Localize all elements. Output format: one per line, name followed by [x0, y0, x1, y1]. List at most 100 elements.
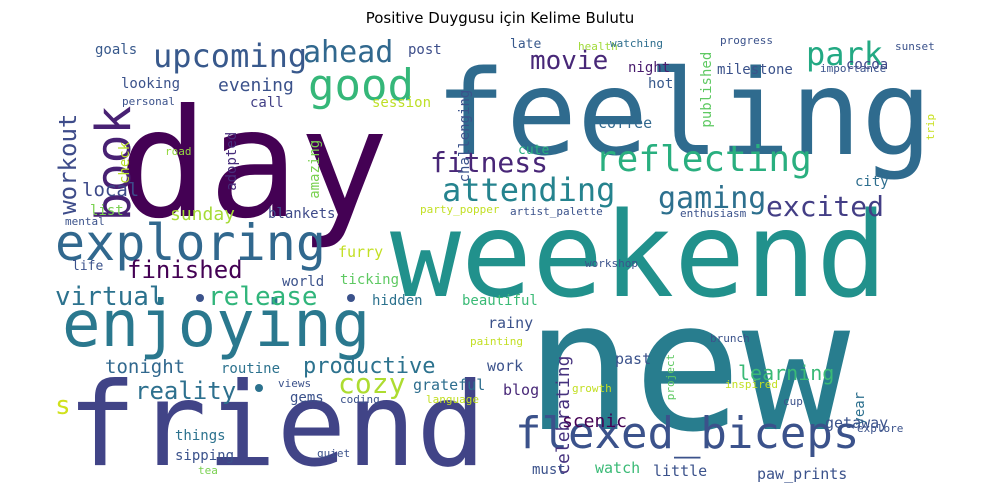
- dot-mark: [347, 294, 355, 302]
- word-exploring: exploring: [55, 214, 326, 272]
- word-upcoming: upcoming: [153, 38, 308, 75]
- word-world: world: [282, 274, 325, 290]
- word-party-popper: party_popper: [420, 203, 500, 216]
- word-grateful: grateful: [413, 376, 486, 394]
- word-milestone: milestone: [717, 62, 793, 78]
- word-getaway: getaway: [825, 414, 889, 432]
- word-blankets: blankets: [268, 206, 336, 222]
- word-enthusiasm: enthusiasm: [680, 207, 747, 220]
- word-rainy: rainy: [488, 314, 534, 332]
- word-release: release: [208, 282, 318, 312]
- word-call: call: [250, 95, 284, 111]
- word-local: local: [82, 179, 140, 201]
- word-night: night: [628, 60, 671, 76]
- dot-mark: [255, 384, 263, 392]
- word-tonight: tonight: [105, 356, 186, 378]
- word-mental: mental: [65, 215, 105, 228]
- word-sunday: sunday: [170, 204, 236, 225]
- word-painting: painting: [470, 335, 523, 348]
- word-post: post: [408, 42, 442, 58]
- word-progress: progress: [720, 38, 773, 47]
- word-importance: importance: [820, 62, 887, 75]
- word-ticking: ticking: [340, 272, 400, 288]
- word-watching: watching: [610, 38, 663, 50]
- word-enjoying: enjoying: [62, 288, 371, 362]
- word-beautiful: beautiful: [462, 293, 538, 309]
- word-language: language: [426, 393, 479, 406]
- word-watch: watch: [595, 459, 641, 477]
- word-excited: excited: [766, 190, 885, 223]
- word-cozy: cozy: [338, 367, 406, 400]
- word-paw-prints: paw_prints: [757, 465, 848, 483]
- word-personal: personal: [122, 95, 175, 108]
- word-virtual: virtual: [55, 282, 165, 312]
- word-cup: cup: [783, 395, 803, 408]
- word-growth: growth: [572, 382, 612, 395]
- word-explore: explore: [857, 422, 904, 435]
- word-flexed-biceps: flexed_biceps: [515, 408, 860, 459]
- word-check: check: [117, 141, 133, 184]
- word-cocoa: cocoa: [846, 57, 889, 73]
- word-cloud: day feeling weekend new friend enjoying explor…: [50, 38, 950, 488]
- word-session: session: [372, 95, 432, 111]
- word-blog: blog: [503, 381, 540, 399]
- word-reality: reality: [135, 377, 237, 405]
- word-furry: furry: [338, 243, 384, 261]
- word-coding: coding: [340, 393, 380, 406]
- word-productive: productive: [303, 354, 436, 379]
- word-evening: evening: [218, 75, 294, 96]
- word-new: new: [525, 263, 851, 472]
- word-adopted: adopted: [224, 131, 240, 191]
- word-scenic: scenic: [562, 411, 628, 432]
- word-fitness: fitness: [430, 146, 549, 179]
- word-life: life: [72, 259, 104, 274]
- word-routine: routine: [221, 361, 281, 377]
- word-workshop: workshop: [585, 257, 638, 270]
- word-ahead: ahead: [303, 38, 394, 70]
- word-late: late: [510, 38, 542, 52]
- word-sipping: sipping: [175, 448, 235, 464]
- word-amazing: amazing: [307, 139, 323, 199]
- word-trip: trip: [924, 113, 937, 141]
- word-coffee: coffee: [598, 114, 653, 132]
- word-list: list: [90, 203, 124, 219]
- word-good: good: [308, 60, 414, 111]
- word-goals: goals: [95, 42, 138, 58]
- word-hot: hot: [648, 76, 674, 92]
- word-day: day: [118, 78, 389, 252]
- word-project: project: [664, 353, 677, 401]
- word-artist-palette: artist_palette: [510, 205, 603, 218]
- word-published: published: [699, 51, 715, 128]
- word-brunch: brunch: [710, 332, 750, 345]
- word-reflecting: reflecting: [595, 139, 812, 180]
- word-hidden: hidden: [372, 293, 423, 309]
- word-inspired: inspired: [725, 378, 778, 391]
- word-little: little: [653, 462, 708, 480]
- word-workout: workout: [54, 113, 82, 215]
- word-learning: learning: [738, 361, 835, 385]
- word-weekend: weekend: [390, 186, 888, 324]
- word-movie: movie: [530, 46, 609, 76]
- word-work: work: [487, 357, 524, 375]
- word-gaming: gaming: [658, 181, 767, 216]
- word-tea: tea: [198, 464, 218, 477]
- word-s: s: [55, 391, 71, 421]
- word-park: park: [806, 38, 884, 73]
- word-health: health: [578, 40, 618, 53]
- word-quiet: quiet: [317, 447, 351, 460]
- word-cute: cute: [518, 143, 550, 158]
- word-feeling: feeling: [435, 44, 933, 182]
- word-finished: finished: [127, 256, 243, 284]
- word-views: views: [278, 377, 312, 390]
- word-city: city: [855, 174, 889, 190]
- word-gems: gems: [290, 390, 324, 406]
- chart-title: Positive Duygusu için Kelime Bulutu: [365, 9, 635, 27]
- word-challenging: challenging: [457, 89, 473, 183]
- word-friend: friend: [67, 358, 487, 488]
- word-past: past: [615, 350, 652, 368]
- word-looking: looking: [121, 76, 181, 92]
- word-attending: attending: [442, 171, 616, 209]
- word-must: must: [532, 462, 566, 478]
- word-road: road: [165, 145, 192, 158]
- dot-mark: [196, 294, 204, 302]
